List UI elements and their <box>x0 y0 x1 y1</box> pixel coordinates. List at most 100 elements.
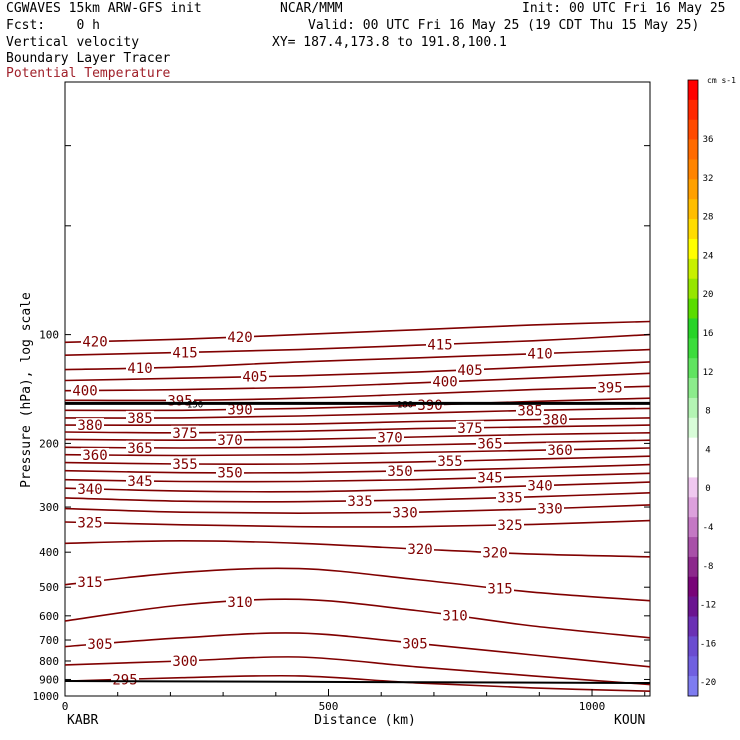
theta-label-bg <box>171 345 199 360</box>
theta-contour <box>64 372 651 392</box>
theta-label: 320 <box>482 545 507 561</box>
theta-label-bg <box>441 608 469 623</box>
model-title: CGWAVES 15km ARW-GFS init <box>6 1 202 16</box>
theta-label: 330 <box>392 505 417 521</box>
theta-label-bg <box>216 465 244 480</box>
valid-time: Valid: 00 UTC Fri 16 May 25 (19 CDT Thu … <box>308 18 700 33</box>
colorbar-label: 4 <box>705 445 710 455</box>
colorbar-swatch <box>688 318 698 339</box>
theta-label-bg <box>541 412 569 427</box>
theta-label: 405 <box>242 370 267 386</box>
theta-label-bg <box>126 361 154 376</box>
theta-label-bg <box>526 478 554 493</box>
theta-label-bg <box>486 581 514 596</box>
theta-label: 335 <box>347 494 372 510</box>
colorbar-label: 20 <box>703 290 714 300</box>
theta-label: 325 <box>77 516 102 532</box>
y-tick-label: 600 <box>39 610 59 623</box>
theta-contour <box>64 432 651 442</box>
colorbar-swatch <box>688 338 698 359</box>
colorbar-label: 36 <box>703 135 714 145</box>
colorbar-swatch <box>688 258 698 280</box>
colorbar-label: 12 <box>703 368 714 378</box>
theta-contour <box>64 455 651 465</box>
theta-label-bg <box>216 432 244 447</box>
colorbar-swatch <box>688 576 698 597</box>
colorbar-swatch <box>688 636 698 657</box>
field-potential-temperature: Potential Temperature <box>6 66 171 81</box>
theta-label: 420 <box>82 334 107 350</box>
colorbar-swatch <box>688 596 698 617</box>
theta-contour <box>64 424 651 434</box>
theta-label: 360 <box>82 448 107 464</box>
center-label: NCAR/MMM <box>280 1 343 16</box>
theta-label: 370 <box>217 433 242 449</box>
theta-label-bg <box>171 456 199 471</box>
terrain-contour <box>64 680 651 684</box>
theta-contour <box>64 539 651 558</box>
theta-label-bg <box>456 362 484 377</box>
colorbar-swatch <box>688 179 698 200</box>
colorbar-swatch <box>688 99 698 121</box>
theta-label: 335 <box>497 490 522 506</box>
colorbar-swatch <box>688 238 698 260</box>
theta-label: 325 <box>497 518 522 534</box>
theta-label-bg <box>126 440 154 455</box>
theta-label-bg <box>401 636 429 651</box>
theta-label-bg <box>171 653 199 668</box>
theta-label: 390 <box>227 402 252 418</box>
theta-label-bg <box>496 517 524 532</box>
theta-label: 395 <box>597 380 622 396</box>
theta-label: 380 <box>542 412 567 428</box>
theta-label-bg <box>476 470 504 485</box>
theta-label: 405 <box>457 363 482 379</box>
colorbar-label: -16 <box>700 639 716 649</box>
theta-label: 355 <box>172 457 197 473</box>
colorbar-label: -4 <box>703 523 714 533</box>
theta-label: 365 <box>127 441 152 457</box>
theta-label: 420 <box>227 330 252 346</box>
theta-label: 315 <box>77 575 102 591</box>
colorbar-swatch <box>688 298 698 319</box>
end-station-label: KOUN <box>614 713 645 728</box>
theta-label: 355 <box>437 454 462 470</box>
colorbar-swatch <box>688 537 698 558</box>
theta-label: 315 <box>487 582 512 598</box>
theta-label-bg <box>241 369 269 384</box>
colorbar-label: 24 <box>703 251 714 261</box>
colorbar-swatch <box>688 199 698 220</box>
y-tick-label: 700 <box>39 634 59 647</box>
colorbar-label: 0 <box>705 484 710 494</box>
y-tick-label: 500 <box>39 581 59 594</box>
boundary-layer-tracer-contours: 150 180 <box>65 400 650 410</box>
forecast-hour: Fcst: 0 h <box>6 18 100 33</box>
theta-label: 385 <box>127 411 152 427</box>
theta-label-bg <box>456 420 484 435</box>
theta-label-bg <box>546 442 574 457</box>
theta-label: 370 <box>377 431 402 447</box>
x-tick-label: 500 <box>319 700 339 713</box>
theta-contour <box>64 407 651 419</box>
theta-label-bg <box>226 329 254 344</box>
theta-label-bg <box>71 383 99 398</box>
theta-label: 380 <box>77 418 102 434</box>
colorbar-label: 28 <box>703 213 714 223</box>
y-tick-label: 200 <box>39 437 59 450</box>
theta-label-bg <box>76 481 104 496</box>
field-vertical-velocity: Vertical velocity <box>6 35 140 50</box>
colorbar-swatch <box>688 616 698 637</box>
theta-label-bg <box>596 380 624 395</box>
field-boundary-layer-tracer: Boundary Layer Tracer <box>6 51 171 66</box>
theta-contour <box>64 519 651 528</box>
theta-label: 400 <box>72 384 97 400</box>
theta-label-bg <box>76 575 104 590</box>
theta-label: 410 <box>127 361 152 377</box>
theta-contour <box>64 472 651 483</box>
tracer-label: 180 <box>397 400 413 410</box>
colorbar-swatch <box>688 397 698 419</box>
theta-label: 375 <box>172 426 197 442</box>
theta-label-bg <box>86 636 114 651</box>
theta-contour <box>64 632 651 668</box>
theta-label-bg <box>476 436 504 451</box>
